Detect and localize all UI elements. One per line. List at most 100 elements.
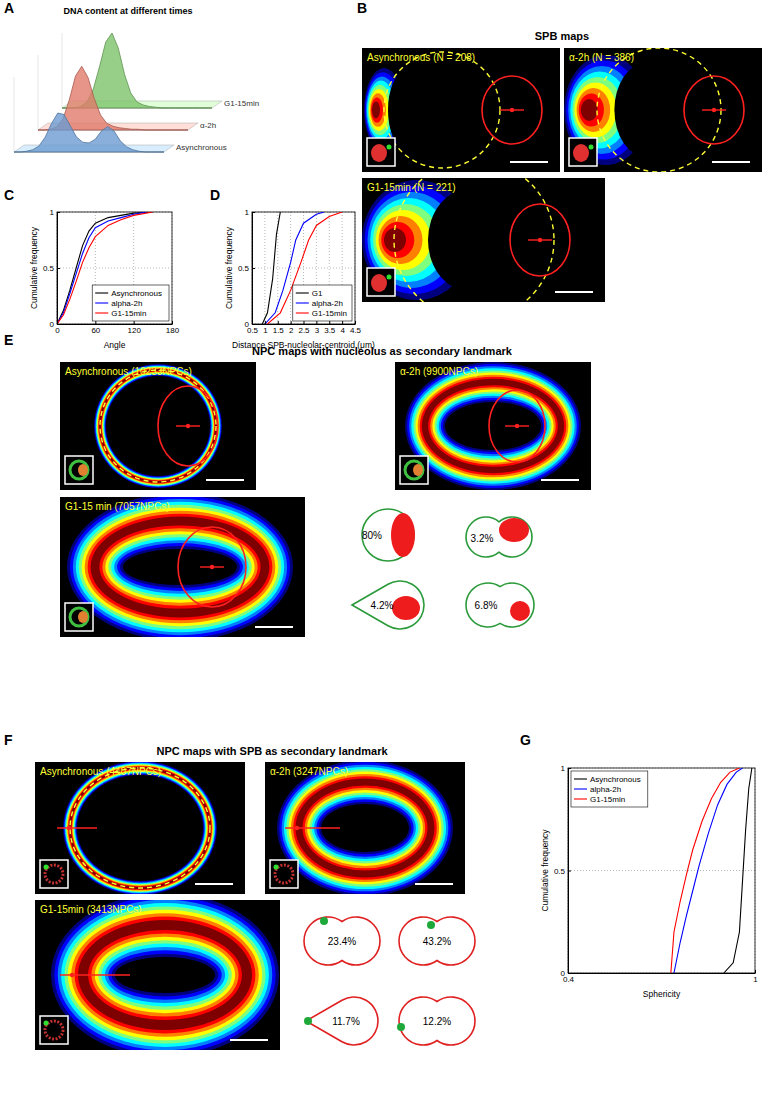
contour: [381, 222, 414, 258]
contour: [405, 362, 581, 490]
inset: [65, 456, 93, 484]
scale-bar: [541, 479, 579, 481]
map-background: [35, 762, 245, 894]
cell-outline: [466, 517, 532, 557]
x-tick-mark: [755, 970, 756, 973]
y-tick-mark: [568, 768, 571, 769]
inset-dot: [589, 145, 594, 150]
legend-box: [571, 771, 648, 807]
map-background: [362, 178, 605, 302]
legend-swatch: [574, 778, 587, 779]
legend-entry: G1-15min: [111, 309, 146, 318]
contour: [91, 517, 270, 618]
contour: [577, 88, 611, 132]
panel-title: NPC maps with SPB as secondary landmark: [156, 745, 388, 757]
contour: [76, 502, 284, 632]
y-tick-mark: [568, 871, 571, 872]
contour-cut: [614, 63, 677, 157]
inset-frame: [65, 603, 93, 631]
scale-bar: [415, 883, 453, 885]
map-label: G1-15 min (7057NPCs): [65, 501, 169, 512]
panel-label: A: [4, 0, 14, 16]
x-tick-mark: [95, 321, 96, 324]
contour: [416, 373, 571, 480]
shape-percentage: 12.2%: [423, 1016, 451, 1027]
centroid: [210, 565, 214, 569]
density-map: α-2h (9900NPCs): [395, 362, 591, 490]
scale-bar: [555, 291, 593, 293]
contour: [376, 210, 431, 270]
legend-swatch: [95, 312, 108, 313]
contour: [575, 83, 617, 138]
x-tick-mark: [278, 321, 279, 324]
spb-line: [57, 827, 97, 829]
series-label: α-2h: [200, 121, 216, 130]
inset-frame: [40, 1016, 68, 1044]
panel-title: NPC maps with nucleolus as secondary lan…: [252, 345, 513, 357]
map-background: [564, 48, 762, 172]
centroid: [515, 424, 519, 428]
spb-dot: [397, 1023, 405, 1031]
panel-label: B: [357, 0, 367, 16]
x-tick-mark: [304, 321, 305, 324]
y-axis: 00.51: [554, 764, 571, 978]
x-axis-line: [569, 973, 756, 974]
cell-outline: [399, 997, 475, 1045]
density-map: Asynchronous (10233NPCs): [60, 362, 256, 490]
scale-bar: [206, 479, 244, 481]
x-axis: 0.511.522.533.544.5: [247, 321, 362, 335]
cell-outline: [352, 581, 424, 629]
contour: [79, 505, 281, 629]
legend-swatch: [296, 302, 309, 303]
density-map: G1-15min (N = 221): [362, 160, 605, 320]
series-line: [724, 768, 752, 973]
legend-swatch: [296, 292, 309, 293]
density-map: G1-15min (3413NPCs): [35, 893, 280, 1057]
nucleolus: [510, 601, 530, 621]
legend-entry: alpha-2h: [312, 299, 343, 308]
cell-outline: [306, 997, 378, 1045]
x-tick-mark: [355, 321, 356, 324]
contour: [277, 762, 453, 894]
panel-title: SPB maps: [535, 30, 589, 42]
legend-box: [293, 285, 352, 321]
density-map: G1-15 min (7057NPCs): [60, 493, 305, 641]
map-contours: [57, 762, 217, 894]
panel-label: C: [4, 187, 14, 203]
y-axis: 00.51: [43, 208, 60, 329]
x-tick: 1: [753, 970, 758, 984]
inset: [65, 603, 93, 631]
contour: [384, 228, 406, 252]
inset-dot: [274, 865, 279, 870]
nucleolus: [392, 596, 420, 620]
map-label: α-2h (N = 386): [569, 52, 634, 63]
centroid: [538, 238, 542, 242]
y-tick-mark: [568, 973, 571, 974]
x-tick-label: 0: [55, 326, 60, 335]
contour: [371, 97, 383, 122]
contour: [422, 379, 564, 473]
contour: [88, 514, 273, 621]
inset-frame: [367, 138, 395, 166]
inset-blob: [78, 464, 88, 476]
inset: [367, 268, 395, 296]
inset-blob: [78, 611, 88, 623]
inset-frame: [569, 138, 597, 166]
y-axis-title: Cumulative frequency: [29, 226, 39, 309]
contour: [70, 497, 290, 637]
plot-frame: [57, 212, 172, 324]
nucleolus-outline: [684, 76, 744, 144]
nuclear-outline: [394, 178, 554, 302]
legend-swatch: [574, 798, 587, 799]
spb-dot: [427, 921, 435, 929]
y-tick-label: 1: [561, 764, 566, 773]
scale-bar: [230, 1039, 268, 1041]
scale-bar: [195, 883, 233, 885]
y-axis-title: Cumulative frequency: [540, 829, 550, 912]
grid-line: [57, 268, 172, 269]
chart-title: DNA content at different times: [63, 6, 192, 16]
y-tick: 0.5: [554, 867, 571, 876]
x-tick-label: 1: [753, 975, 758, 984]
contour: [85, 511, 276, 624]
y-tick: 1: [245, 208, 255, 217]
